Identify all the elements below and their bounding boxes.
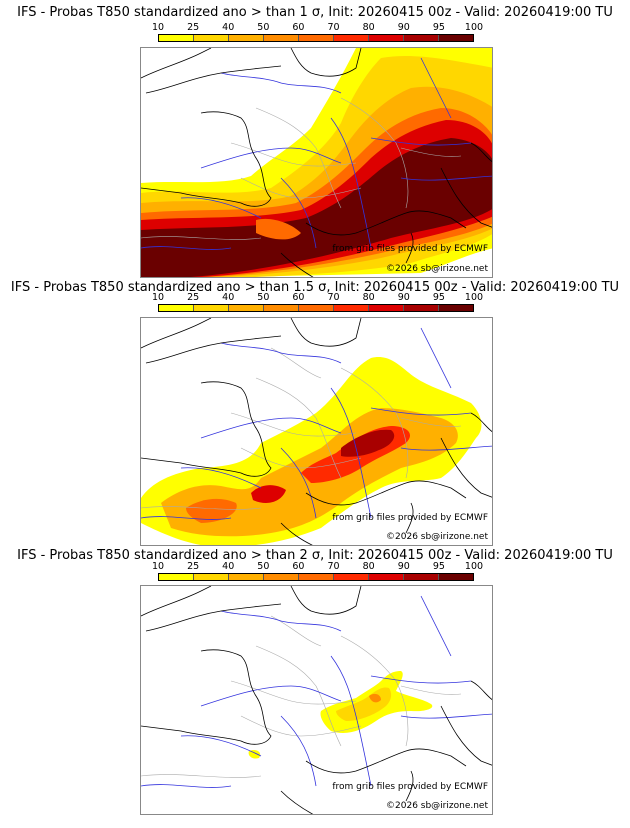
colorbar-segment xyxy=(439,35,473,41)
panel-1-title: IFS - Probas T850 standardized ano > tha… xyxy=(17,5,613,20)
colorbar-tick-label: 40 xyxy=(222,22,235,33)
colorbar-tick-label: 40 xyxy=(222,561,235,572)
colorbar-segment xyxy=(404,574,439,580)
colorbar-tick-label: 10 xyxy=(151,561,165,572)
colorbar-tick-label: 10 xyxy=(151,292,165,303)
colorbar-tick-label: 25 xyxy=(187,22,200,33)
colorbar-tick-label: 100 xyxy=(464,22,484,33)
panel-3-colorbar xyxy=(158,573,474,581)
colorbar-segment xyxy=(194,574,229,580)
colorbar-segment xyxy=(264,35,299,41)
panel-1-credit-source: from grib files provided by ECMWF xyxy=(332,244,488,254)
colorbar-tick-label: 50 xyxy=(257,22,270,33)
colorbar-tick-label: 80 xyxy=(362,292,375,303)
country-borders xyxy=(141,615,462,778)
colorbar-segment xyxy=(229,305,264,311)
colorbar-segment xyxy=(439,574,473,580)
colorbar-tick-label: 10 xyxy=(151,22,165,33)
panel-2-map-svg xyxy=(141,318,492,545)
colorbar-segment xyxy=(334,305,369,311)
colorbar-tick-label: 25 xyxy=(187,561,200,572)
colorbar-tick-label: 95 xyxy=(432,561,445,572)
panel-1-colorbar xyxy=(158,34,474,42)
colorbar-tick-label: 95 xyxy=(432,292,445,303)
rivers xyxy=(141,57,492,250)
colorbar-tick-label: 25 xyxy=(187,292,200,303)
probability-field xyxy=(141,48,492,277)
colorbar-segment xyxy=(194,35,229,41)
colorbar-segment xyxy=(159,305,194,311)
panel-2-colorbar xyxy=(158,304,474,312)
colorbar-tick-label: 50 xyxy=(257,292,270,303)
colorbar-segment xyxy=(369,305,404,311)
colorbar-segment xyxy=(159,574,194,580)
panel-3-title: IFS - Probas T850 standardized ano > tha… xyxy=(17,548,613,563)
panel-2-title: IFS - Probas T850 standardized ano > tha… xyxy=(10,280,620,295)
country-borders xyxy=(141,347,462,510)
colorbar-segment xyxy=(404,305,439,311)
colorbar-tick-label: 60 xyxy=(292,561,305,572)
colorbar-segment xyxy=(264,305,299,311)
panel-3-credit-copyright: ©2026 sb@irizone.net xyxy=(386,801,488,811)
colorbar-segment xyxy=(439,305,473,311)
panel-2-credit-source: from grib files provided by ECMWF xyxy=(332,513,488,523)
panel-1-colorbar-labels: 10 25 40 50 60 70 80 90 95 100 xyxy=(150,22,490,33)
colorbar-tick-label: 50 xyxy=(257,561,270,572)
colorbar-segment xyxy=(229,35,264,41)
probability-field xyxy=(141,357,482,545)
colorbar-segment xyxy=(229,574,264,580)
panel-3-colorbar-labels: 10 25 40 50 60 70 80 90 95 100 xyxy=(150,561,490,572)
panel-2-colorbar-labels: 10 25 40 50 60 70 80 90 95 100 xyxy=(150,292,490,303)
colorbar-tick-label: 90 xyxy=(397,561,410,572)
colorbar-tick-label: 90 xyxy=(397,292,410,303)
colorbar-segment xyxy=(404,35,439,41)
colorbar-tick-label: 100 xyxy=(464,292,484,303)
colorbar-tick-label: 90 xyxy=(397,22,410,33)
colorbar-segment xyxy=(299,574,334,580)
country-borders xyxy=(141,97,462,240)
colorbar-segment xyxy=(194,305,229,311)
colorbar-tick-label: 95 xyxy=(432,22,445,33)
panel-3-map: from grib files provided by ECMWF ©2026 … xyxy=(140,585,493,815)
colorbar-tick-label: 60 xyxy=(292,292,305,303)
colorbar-segment xyxy=(369,35,404,41)
rivers xyxy=(141,595,492,788)
panel-1-credit-copyright: ©2026 sb@irizone.net xyxy=(386,264,488,274)
colorbar-tick-label: 80 xyxy=(362,561,375,572)
panel-2-credit-copyright: ©2026 sb@irizone.net xyxy=(386,532,488,542)
colorbar-segment xyxy=(299,35,334,41)
panel-1-map: from grib files provided by ECMWF ©2026 … xyxy=(140,47,493,278)
coastlines xyxy=(141,586,492,814)
panel-2-map: from grib files provided by ECMWF ©2026 … xyxy=(140,317,493,546)
colorbar-tick-label: 70 xyxy=(327,22,340,33)
probability-field xyxy=(248,671,433,759)
colorbar-tick-label: 70 xyxy=(327,561,340,572)
colorbar-tick-label: 60 xyxy=(292,22,305,33)
panel-1-map-svg xyxy=(141,48,492,277)
panel-3-map-svg xyxy=(141,586,492,814)
colorbar-tick-label: 80 xyxy=(362,22,375,33)
rivers xyxy=(141,327,492,520)
panel-3-credit-source: from grib files provided by ECMWF xyxy=(332,782,488,792)
coastlines xyxy=(141,48,492,277)
colorbar-segment xyxy=(299,305,334,311)
colorbar-tick-label: 100 xyxy=(464,561,484,572)
colorbar-tick-label: 40 xyxy=(222,292,235,303)
colorbar-segment xyxy=(159,35,194,41)
colorbar-tick-label: 70 xyxy=(327,292,340,303)
colorbar-segment xyxy=(334,574,369,580)
colorbar-segment xyxy=(334,35,369,41)
coastlines xyxy=(141,318,492,545)
colorbar-segment xyxy=(264,574,299,580)
colorbar-segment xyxy=(369,574,404,580)
